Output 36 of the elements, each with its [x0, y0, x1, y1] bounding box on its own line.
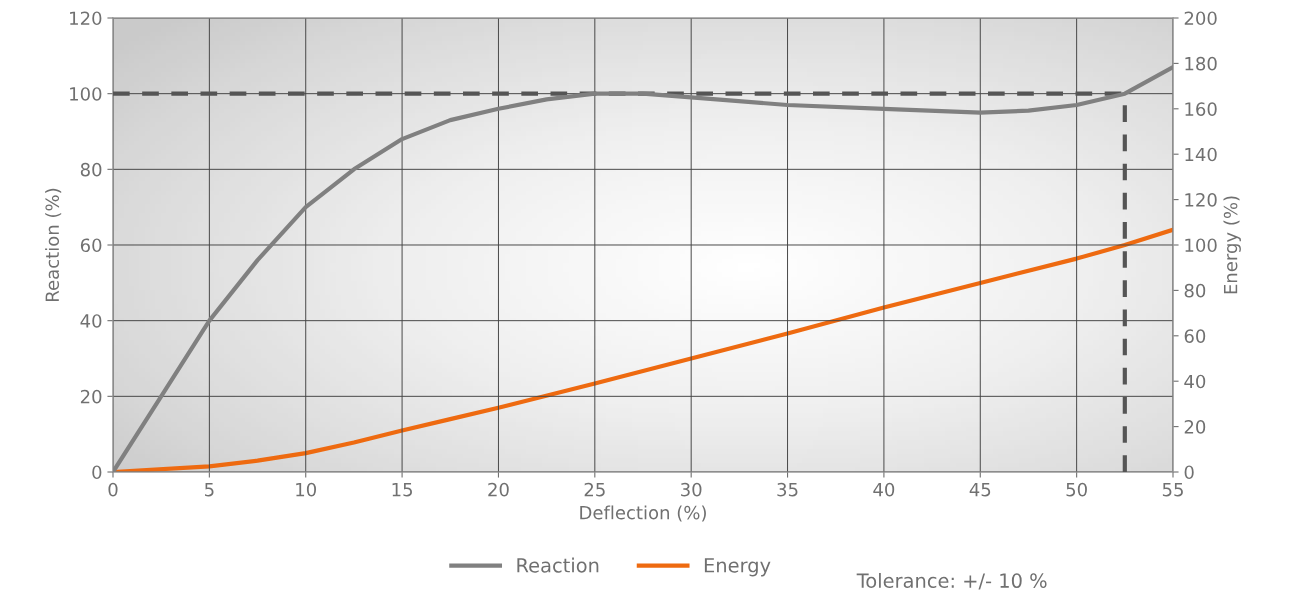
y-tick-label: 80 [80, 162, 102, 177]
y2-tick-label: 180 [1185, 56, 1217, 71]
x-tick-label: 15 [392, 482, 412, 497]
x-tick-label: 45 [969, 482, 991, 497]
y-tick-label: 60 [80, 238, 102, 253]
x-tick-label: 10 [296, 482, 317, 497]
x-tick-label: 50 [1066, 482, 1087, 497]
x-axis-title: Deflection (%) [580, 505, 706, 522]
y2-tick-label: 40 [1184, 374, 1206, 389]
y-tick-label: 100 [70, 87, 102, 101]
y-tick-label: 0 [92, 465, 102, 480]
y2-tick-label: 0 [1184, 465, 1194, 480]
y2-tick-label: 140 [1185, 147, 1217, 162]
x-tick-label: 20 [488, 482, 509, 497]
legend-label: Energy [704, 558, 771, 577]
y2-tick-label: 80 [1184, 283, 1206, 298]
y2-tick-label: 100 [1185, 238, 1217, 253]
x-tick-label: 5 [205, 482, 214, 497]
x-tick-label: 40 [873, 482, 895, 497]
y2-axis-title: Energy (%) [1223, 196, 1241, 294]
y-axis-title: Reaction (%) [45, 188, 62, 301]
y2-tick-label: 20 [1184, 420, 1206, 434]
x-tick-label: 35 [777, 482, 798, 497]
x-tick-label: 25 [584, 482, 605, 497]
y2-tick-label: 60 [1184, 329, 1206, 343]
text: Tolerance: +/- 10 % [856, 572, 1047, 590]
y-tick-label: 120 [70, 11, 102, 26]
y-tick-label: 20 [80, 389, 102, 404]
legend-label: Reaction [517, 557, 599, 573]
y-tick-label: 40 [80, 314, 102, 328]
x-tick-label: 55 [1162, 482, 1183, 497]
x-tick-label: 0 [108, 482, 118, 497]
y2-tick-label: 120 [1185, 193, 1217, 207]
x-tick-label: 30 [681, 482, 702, 497]
y2-tick-label: 200 [1184, 11, 1217, 26]
y2-tick-label: 160 [1185, 102, 1217, 116]
